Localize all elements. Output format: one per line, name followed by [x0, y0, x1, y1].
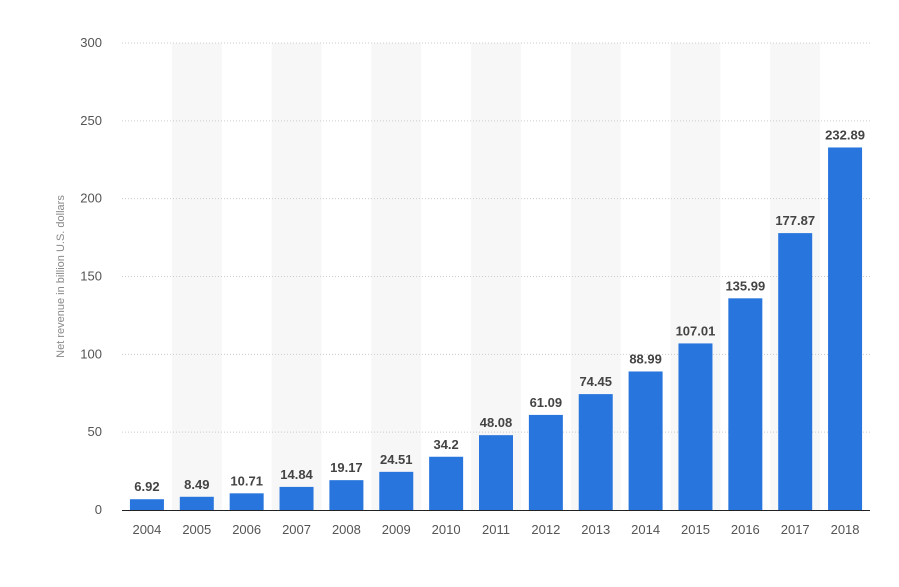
x-tick-label: 2013: [581, 522, 610, 537]
x-tick-label: 2012: [531, 522, 560, 537]
data-label-2005: 8.49: [184, 477, 209, 492]
band-2005: [171, 43, 222, 510]
y-tick-label: 150: [80, 269, 102, 284]
bar-2013: [578, 394, 613, 510]
data-label-2004: 6.92: [134, 479, 159, 494]
band-2009: [371, 43, 422, 510]
bars: [129, 147, 863, 510]
bar-2009: [379, 471, 414, 510]
x-tick-label: 2010: [432, 522, 461, 537]
data-label-2015: 107.01: [676, 323, 716, 338]
data-label-2018: 232.89: [825, 127, 865, 142]
bar-2014: [628, 371, 663, 510]
y-tick-label: 100: [80, 346, 102, 361]
bar-2008: [329, 480, 364, 510]
x-tick-label: 2005: [182, 522, 211, 537]
data-label-2008: 19.17: [330, 460, 363, 475]
bar-2012: [528, 414, 563, 510]
x-tick-label: 2017: [781, 522, 810, 537]
bar-2017: [778, 233, 813, 510]
data-label-2010: 34.2: [433, 437, 458, 452]
x-tick-label: 2006: [232, 522, 261, 537]
x-tick-label: 2011: [482, 522, 510, 537]
data-label-2007: 14.84: [280, 467, 313, 482]
bar-2016: [728, 298, 763, 510]
x-tick-label: 2007: [282, 522, 311, 537]
x-tick-label: 2004: [132, 522, 161, 537]
y-tick-label: 250: [80, 113, 102, 128]
bar-2010: [429, 456, 464, 510]
bar-2005: [179, 496, 214, 510]
bar-2007: [279, 486, 314, 510]
x-tick-label: 2018: [831, 522, 860, 537]
data-label-2009: 24.51: [380, 452, 413, 467]
x-tick-label: 2015: [681, 522, 710, 537]
y-tick-label: 300: [80, 35, 102, 50]
data-label-2013: 74.45: [579, 374, 612, 389]
bar-2006: [229, 493, 264, 510]
y-axis-ticks: 0 50 100 150 200 250 300: [80, 35, 102, 517]
data-label-2011: 48.08: [480, 415, 513, 430]
y-tick-label: 200: [80, 191, 102, 206]
bar-2015: [678, 343, 713, 510]
x-tick-label: 2014: [631, 522, 660, 537]
data-labels: 6.92 8.49 10.71 14.84 19.17 24.51 34.2 48.08 61.…: [134, 127, 865, 494]
data-label-2017: 177.87: [775, 213, 815, 228]
data-label-2016: 135.99: [725, 278, 765, 293]
x-tick-label: 2008: [332, 522, 361, 537]
bar-2004: [129, 499, 164, 510]
y-tick-label: 0: [95, 502, 102, 517]
bar-2018: [828, 147, 863, 510]
x-axis-ticks: 2004 2005 2006 2007 2008 2009 2010 2011 2012 2013…: [132, 522, 859, 537]
x-tick-label: 2016: [731, 522, 760, 537]
y-tick-label: 50: [88, 424, 102, 439]
data-label-2006: 10.71: [230, 473, 263, 488]
data-label-2012: 61.09: [530, 395, 563, 410]
y-axis-label: Net revenue in billion U.S. dollars: [55, 195, 67, 358]
bar-2011: [479, 435, 513, 510]
x-tick-label: 2009: [382, 522, 411, 537]
data-label-2014: 88.99: [629, 351, 662, 366]
